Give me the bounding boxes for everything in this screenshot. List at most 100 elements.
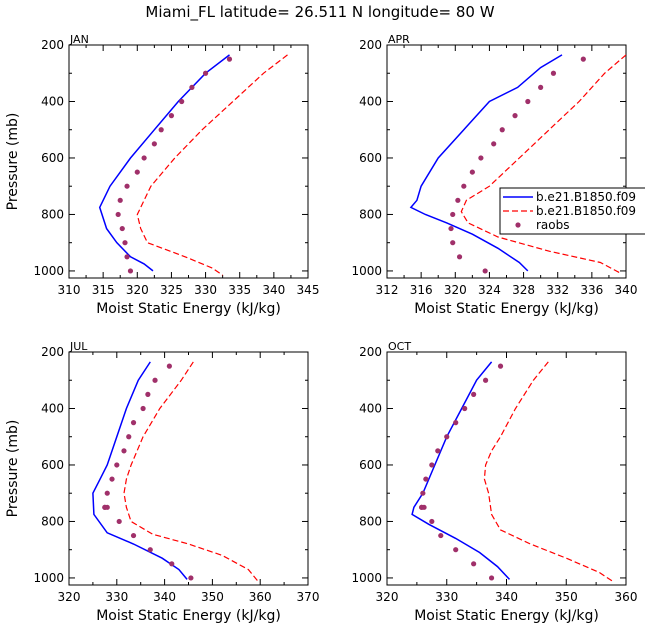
raobs-point (168, 113, 175, 119)
series-group (98, 54, 288, 276)
x-tick-label: 345 (297, 283, 320, 297)
raobs-point (179, 98, 185, 105)
chart-panel-apr: 312 316 320 324 328 332 336 340 200 400 600 800 1000… (351, 33, 637, 317)
x-tick-label: 330 (435, 590, 458, 604)
raobs-point (147, 547, 153, 553)
raobs-point (550, 70, 557, 76)
raobs-point (126, 434, 132, 440)
raobs-point (455, 197, 461, 203)
raobs-point (512, 113, 518, 119)
raobs-point (117, 197, 123, 203)
raobs-point (140, 405, 146, 412)
panels: 310 315 320 325 330 335 340 345 200 400 600 800 1000… (5, 33, 645, 624)
panel-label: APR (388, 33, 410, 46)
y-tick-label: 600 (41, 458, 64, 472)
y-tick-label: 200 (41, 345, 64, 359)
raobs-point (122, 240, 128, 246)
x-tick-label: 350 (201, 590, 224, 604)
raobs-point (491, 141, 497, 147)
raobs-point (482, 377, 489, 383)
chart-panel-jul: 320 330 340 350 360 370 200 400 600 800 1000 JUL Moi… (5, 340, 319, 624)
raobs-point (124, 183, 130, 189)
raobs-point (115, 211, 121, 218)
y-tick-label: 800 (41, 207, 64, 221)
y-tick-label: 200 (359, 38, 382, 52)
raobs-point (127, 268, 134, 274)
raobs-point (158, 127, 164, 133)
y-tick-label: 200 (41, 38, 64, 52)
raobs-point (450, 211, 456, 218)
y-tick-label: 400 (359, 401, 382, 415)
legend-label: b.e21.B1850.f09 (536, 204, 636, 218)
raobs-point (169, 561, 175, 567)
x-tick-label: 320 (444, 283, 467, 297)
raobs-point (429, 518, 435, 525)
raobs-point (134, 169, 140, 175)
model-line-dashed (483, 361, 615, 583)
legend-label: b.e21.B1850.f09 (536, 190, 636, 204)
plot-frame (386, 44, 627, 279)
x-tick-label: 340 (262, 283, 285, 297)
y-tick-label: 400 (359, 94, 382, 108)
chart-panel-jan: 310 315 320 325 330 335 340 345 200 400 600 800 1000… (5, 33, 319, 317)
raobs-point (488, 575, 495, 581)
raobs-point (130, 420, 137, 426)
y-tick-label: 1000 (33, 571, 64, 585)
x-tick-label: 310 (58, 283, 81, 297)
model-line-solid (409, 54, 563, 272)
series-group (409, 54, 626, 275)
x-axis-label: Moist Static Energy (kJ/kg) (96, 608, 281, 624)
raobs-point (435, 448, 441, 454)
raobs-point (471, 561, 477, 567)
raobs-point (145, 391, 151, 397)
x-tick-label: 320 (126, 283, 149, 297)
raobs-point (104, 490, 110, 496)
x-tick-label: 370 (297, 590, 320, 604)
x-tick-label: 340 (615, 283, 638, 297)
x-tick-label: 350 (555, 590, 578, 604)
model-line-solid (411, 361, 511, 580)
x-axis-label: Moist Static Energy (kJ/kg) (96, 301, 281, 317)
y-tick-label: 800 (359, 514, 382, 528)
raobs-point (119, 225, 125, 232)
model-line-solid (98, 54, 230, 272)
x-tick-label: 312 (376, 283, 399, 297)
y-tick-label: 1000 (351, 571, 382, 585)
model-line-dashed (136, 54, 288, 276)
x-tick-label: 320 (58, 590, 81, 604)
model-line-solid (92, 361, 188, 580)
plot-frame (68, 44, 309, 279)
x-tick-label: 330 (105, 590, 128, 604)
raobs-point (188, 575, 194, 581)
raobs-point (497, 363, 504, 369)
figure-title: Miami_FL latitude= 26.511 N longitude= 8… (145, 3, 494, 22)
panel-label: JUL (69, 340, 88, 353)
x-tick-label: 336 (580, 283, 603, 297)
raobs-point (525, 98, 531, 105)
raobs-point (429, 462, 435, 468)
legend-marker-raobs (515, 222, 521, 228)
y-tick-label: 800 (359, 207, 382, 221)
x-tick-label: 360 (615, 590, 638, 604)
raobs-point (104, 504, 110, 510)
raobs-point (538, 84, 544, 90)
y-tick-label: 1000 (33, 264, 64, 278)
x-tick-label: 328 (512, 283, 535, 297)
legend-label: raobs (536, 218, 570, 232)
x-tick-label: 315 (92, 283, 115, 297)
raobs-point (482, 268, 488, 274)
x-tick-label: 335 (228, 283, 251, 297)
x-tick-label: 360 (249, 590, 272, 604)
raobs-point (438, 532, 444, 539)
panel-label: OCT (388, 340, 411, 353)
x-axis-label: Moist Static Energy (kJ/kg) (414, 608, 599, 624)
x-tick-label: 340 (495, 590, 518, 604)
panel-label: JAN (69, 33, 89, 46)
raobs-point (580, 56, 586, 62)
raobs-point (116, 518, 122, 525)
y-axis-label: Pressure (mb) (5, 113, 21, 211)
raobs-point (448, 225, 454, 232)
raobs-point (444, 434, 450, 440)
raobs-point (471, 391, 477, 397)
raobs-point (189, 84, 195, 90)
